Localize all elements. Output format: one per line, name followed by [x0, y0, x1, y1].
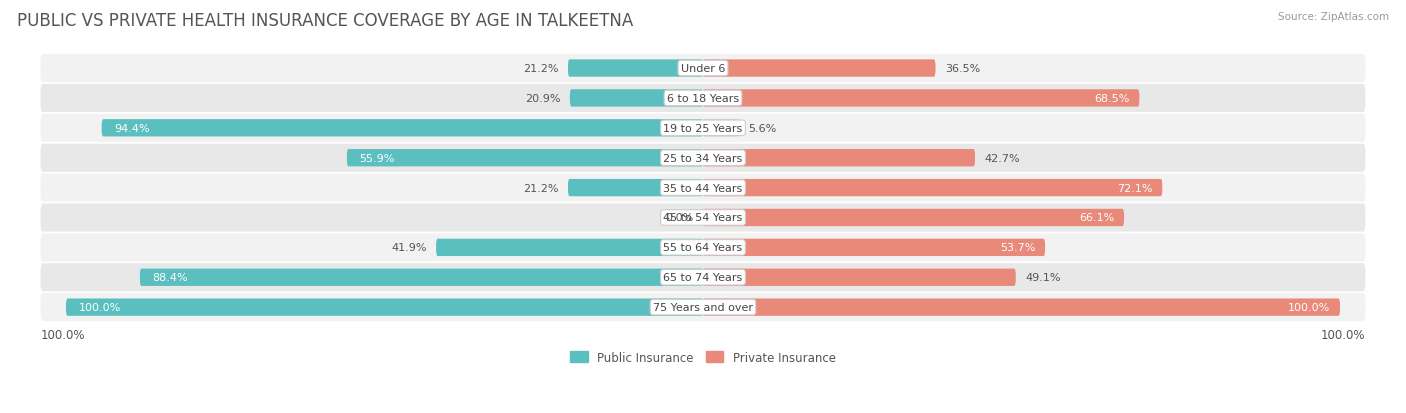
- Text: Under 6: Under 6: [681, 64, 725, 74]
- FancyBboxPatch shape: [66, 299, 703, 316]
- FancyBboxPatch shape: [41, 144, 1365, 172]
- FancyBboxPatch shape: [703, 269, 1015, 286]
- FancyBboxPatch shape: [41, 234, 1365, 262]
- Text: 100.0%: 100.0%: [1288, 302, 1330, 312]
- Text: 41.9%: 41.9%: [391, 243, 426, 253]
- Text: 19 to 25 Years: 19 to 25 Years: [664, 123, 742, 133]
- FancyBboxPatch shape: [568, 60, 703, 78]
- FancyBboxPatch shape: [139, 269, 703, 286]
- Text: 25 to 34 Years: 25 to 34 Years: [664, 153, 742, 163]
- FancyBboxPatch shape: [41, 204, 1365, 232]
- Text: 36.5%: 36.5%: [945, 64, 980, 74]
- FancyBboxPatch shape: [347, 150, 703, 167]
- Text: 94.4%: 94.4%: [114, 123, 150, 133]
- Text: 5.6%: 5.6%: [748, 123, 776, 133]
- Text: 55 to 64 Years: 55 to 64 Years: [664, 243, 742, 253]
- FancyBboxPatch shape: [703, 60, 935, 78]
- FancyBboxPatch shape: [569, 90, 703, 107]
- Text: 72.1%: 72.1%: [1118, 183, 1153, 193]
- FancyBboxPatch shape: [41, 263, 1365, 292]
- Text: 49.1%: 49.1%: [1025, 273, 1062, 282]
- FancyBboxPatch shape: [436, 239, 703, 256]
- Legend: Public Insurance, Private Insurance: Public Insurance, Private Insurance: [567, 347, 839, 367]
- FancyBboxPatch shape: [568, 180, 703, 197]
- Text: 55.9%: 55.9%: [360, 153, 395, 163]
- Text: 66.1%: 66.1%: [1080, 213, 1115, 223]
- FancyBboxPatch shape: [703, 239, 1045, 256]
- Text: 100.0%: 100.0%: [41, 328, 84, 341]
- FancyBboxPatch shape: [703, 209, 1123, 227]
- FancyBboxPatch shape: [703, 299, 1340, 316]
- FancyBboxPatch shape: [703, 150, 974, 167]
- Text: 35 to 44 Years: 35 to 44 Years: [664, 183, 742, 193]
- Text: 45 to 54 Years: 45 to 54 Years: [664, 213, 742, 223]
- Text: 65 to 74 Years: 65 to 74 Years: [664, 273, 742, 282]
- Text: 100.0%: 100.0%: [79, 302, 121, 312]
- FancyBboxPatch shape: [41, 293, 1365, 321]
- Text: Source: ZipAtlas.com: Source: ZipAtlas.com: [1278, 12, 1389, 22]
- Text: 21.2%: 21.2%: [523, 183, 558, 193]
- Text: 42.7%: 42.7%: [984, 153, 1021, 163]
- Text: 68.5%: 68.5%: [1094, 94, 1130, 104]
- Text: 75 Years and over: 75 Years and over: [652, 302, 754, 312]
- Text: 20.9%: 20.9%: [524, 94, 561, 104]
- Text: 6 to 18 Years: 6 to 18 Years: [666, 94, 740, 104]
- FancyBboxPatch shape: [703, 180, 1163, 197]
- Text: 88.4%: 88.4%: [153, 273, 188, 282]
- FancyBboxPatch shape: [41, 114, 1365, 142]
- FancyBboxPatch shape: [41, 174, 1365, 202]
- Text: 0.0%: 0.0%: [665, 213, 693, 223]
- Text: 100.0%: 100.0%: [1322, 328, 1365, 341]
- FancyBboxPatch shape: [41, 55, 1365, 83]
- FancyBboxPatch shape: [703, 90, 1139, 107]
- Text: 21.2%: 21.2%: [523, 64, 558, 74]
- FancyBboxPatch shape: [41, 85, 1365, 113]
- FancyBboxPatch shape: [703, 120, 738, 137]
- Text: 53.7%: 53.7%: [1000, 243, 1036, 253]
- Text: PUBLIC VS PRIVATE HEALTH INSURANCE COVERAGE BY AGE IN TALKEETNA: PUBLIC VS PRIVATE HEALTH INSURANCE COVER…: [17, 12, 633, 30]
- FancyBboxPatch shape: [101, 120, 703, 137]
